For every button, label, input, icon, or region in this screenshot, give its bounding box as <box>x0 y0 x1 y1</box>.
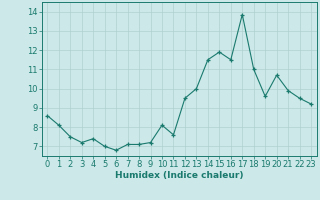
X-axis label: Humidex (Indice chaleur): Humidex (Indice chaleur) <box>115 171 244 180</box>
